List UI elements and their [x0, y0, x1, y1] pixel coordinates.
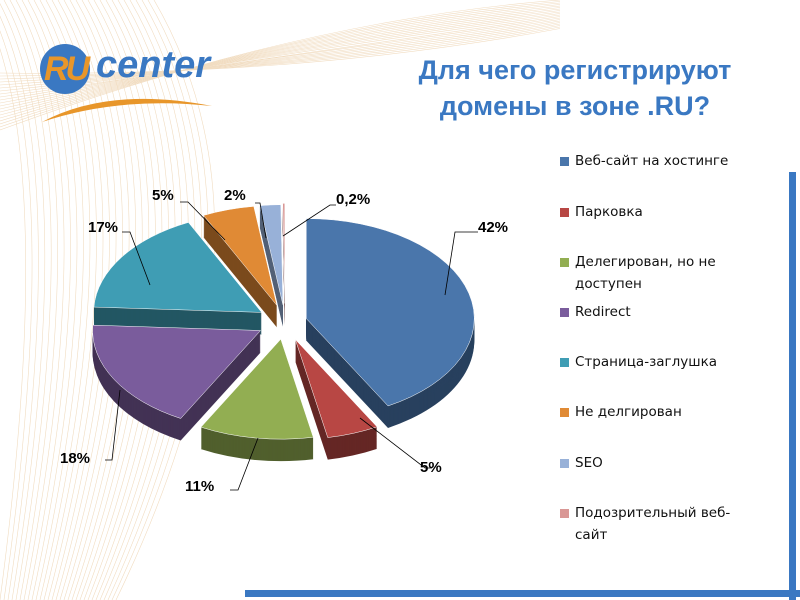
- wave-line: [0, 0, 561, 131]
- frame-bottom-bar: [245, 590, 800, 597]
- wave-line: [0, 11, 561, 107]
- wave-line: [59, 0, 123, 600]
- data-label-parking: 5%: [420, 459, 442, 476]
- logo-center-text: center: [96, 44, 211, 86]
- pie-slice-seo: [259, 204, 284, 305]
- leader-line-seo: [255, 202, 267, 239]
- legend-swatch: [560, 208, 569, 217]
- wave-line: [0, 5, 561, 119]
- legend-label: Веб-сайт на хостинге: [575, 153, 729, 169]
- pie-slice-stub: [93, 222, 263, 313]
- legend-swatch: [560, 258, 569, 267]
- title-line-1: Для чего регистрируют: [418, 55, 732, 85]
- data-label-suspicious: 0,2%: [336, 191, 371, 208]
- wave-line: [0, 2, 561, 125]
- wave-line: [0, 8, 561, 113]
- legend-label: Страница-заглушка: [575, 354, 718, 370]
- wave-line: [0, 30, 33, 600]
- legend-swatch: [560, 459, 569, 468]
- legend-label: Redirect: [575, 304, 631, 320]
- logo-swoosh: [42, 98, 212, 122]
- legend-item-stub: Страница-заглушка: [560, 351, 755, 373]
- leader-line-not-delegated: [180, 201, 226, 241]
- pie-slice-redirect: [92, 324, 262, 419]
- frame-right-bar: [789, 172, 796, 600]
- leader-line-hosting: [444, 231, 478, 296]
- wave-line: [15, 0, 65, 600]
- wave-line: [55, 0, 117, 600]
- data-label-seo: 2%: [224, 187, 246, 204]
- legend-label: Подозрительный веб-сайт: [575, 505, 731, 543]
- pie-slice-delegated: [200, 338, 314, 440]
- leader-line-parking: [359, 417, 432, 469]
- wave-line: [0, 3, 46, 600]
- wave-line: [0, 4, 561, 122]
- legend-label: Делегирован, но не доступен: [575, 254, 716, 292]
- wave-line: [0, 48, 26, 600]
- legend-swatch: [560, 157, 569, 166]
- wave-line: [9, 0, 58, 600]
- pie-slice-suspicious: [282, 203, 286, 304]
- wave-line: [63, 0, 130, 600]
- data-label-redirect: 18%: [60, 450, 91, 467]
- pie-slice-hosting: [306, 218, 475, 407]
- legend-item-not-delegated: Не делгирован: [560, 401, 755, 423]
- legend-item-parking: Парковка: [560, 201, 755, 223]
- data-label-stub: 17%: [88, 219, 119, 236]
- ru-center-logo: RU center: [40, 44, 220, 124]
- data-label-not-delegated: 5%: [152, 187, 174, 204]
- wave-line: [0, 10, 561, 110]
- legend-item-suspicious: Подозрительный веб-сайт: [560, 502, 755, 546]
- leader-line-redirect: [105, 389, 121, 461]
- legend-item-delegated: Делегирован, но не доступен: [560, 251, 755, 295]
- pie-slice-parking: [295, 339, 378, 438]
- leader-line-stub: [122, 231, 151, 286]
- data-label-hosting: 42%: [478, 219, 509, 236]
- pie-slice-not-delegated: [203, 206, 278, 306]
- legend-label: Не делгирован: [575, 404, 682, 420]
- legend-swatch: [560, 358, 569, 367]
- logo-circle: [40, 44, 90, 94]
- legend-swatch: [560, 408, 569, 417]
- wave-line: [0, 15, 39, 600]
- wave-line: [0, 7, 561, 116]
- legend-label: SEO: [575, 455, 603, 471]
- legend-swatch: [560, 509, 569, 518]
- legend-item-seo: SEO: [560, 452, 755, 474]
- wave-line: [3, 0, 52, 600]
- wave-line: [0, 1, 561, 128]
- legend-swatch: [560, 308, 569, 317]
- wave-line: [0, 13, 561, 104]
- title-line-2: домены в зоне .RU?: [439, 91, 711, 121]
- legend-item-redirect: Redirect: [560, 301, 755, 323]
- logo-ru-text: RU: [44, 50, 90, 88]
- leader-line-suspicious: [282, 204, 336, 237]
- leader-line-delegated: [230, 437, 259, 491]
- data-label-delegated: 11%: [185, 478, 215, 495]
- legend-label: Парковка: [575, 204, 643, 220]
- legend-item-hosting: Веб-сайт на хостинге: [560, 150, 755, 172]
- page-title: Для чего регистрируют домены в зоне .RU?: [370, 52, 780, 124]
